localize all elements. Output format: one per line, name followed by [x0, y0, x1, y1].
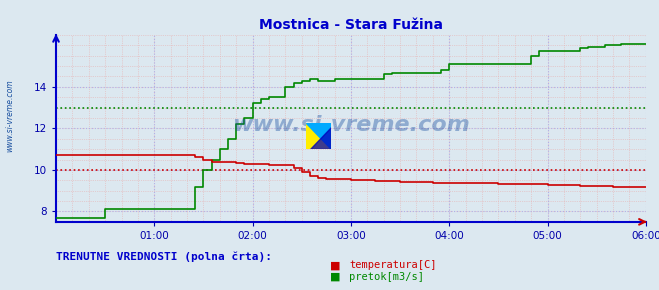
Text: TRENUTNE VREDNOSTI (polna črta):: TRENUTNE VREDNOSTI (polna črta): — [56, 251, 272, 262]
Title: Mostnica - Stara Fužina: Mostnica - Stara Fužina — [259, 18, 443, 32]
Polygon shape — [306, 123, 331, 149]
Text: www.si-vreme.com: www.si-vreme.com — [232, 115, 470, 135]
Polygon shape — [306, 123, 331, 149]
Text: ■: ■ — [330, 260, 340, 270]
Text: pretok[m3/s]: pretok[m3/s] — [349, 272, 424, 282]
Polygon shape — [310, 127, 331, 149]
Text: www.si-vreme.com: www.si-vreme.com — [5, 80, 14, 152]
Text: temperatura[C]: temperatura[C] — [349, 260, 437, 270]
Text: ■: ■ — [330, 272, 340, 282]
